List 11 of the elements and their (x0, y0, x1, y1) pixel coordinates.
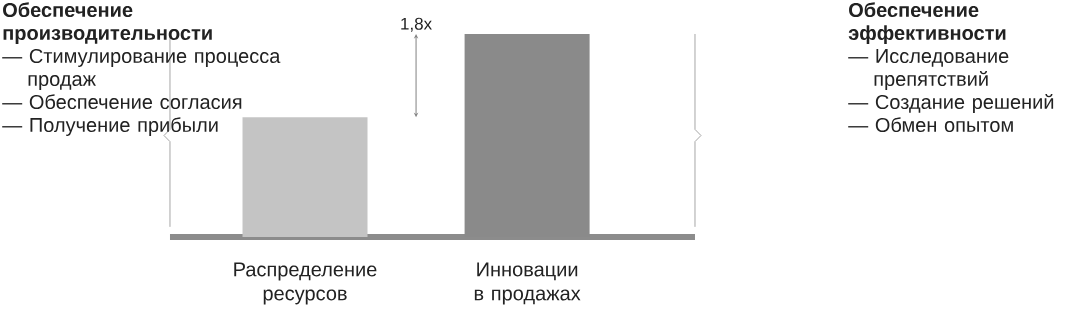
text: 1,8x (401, 17, 432, 32)
annotation: — Получение прибыли (2, 117, 218, 137)
text: — Создание решений (848, 94, 1054, 114)
annotation: — Обеспечение согласия (2, 94, 242, 110)
text: — Исследование препятствий (848, 49, 1009, 91)
annotation: Обеспечение производительности (3, 2, 212, 45)
text: Обеспечение эффективности (848, 2, 1006, 45)
text: — Обмен опытом (848, 117, 1013, 133)
x-tick-label: Распределение ресурсов (234, 262, 377, 305)
x-tick-label: Инновации в продажах (474, 262, 581, 305)
annotation: — Стимулирование процесса продаж (2, 48, 281, 91)
